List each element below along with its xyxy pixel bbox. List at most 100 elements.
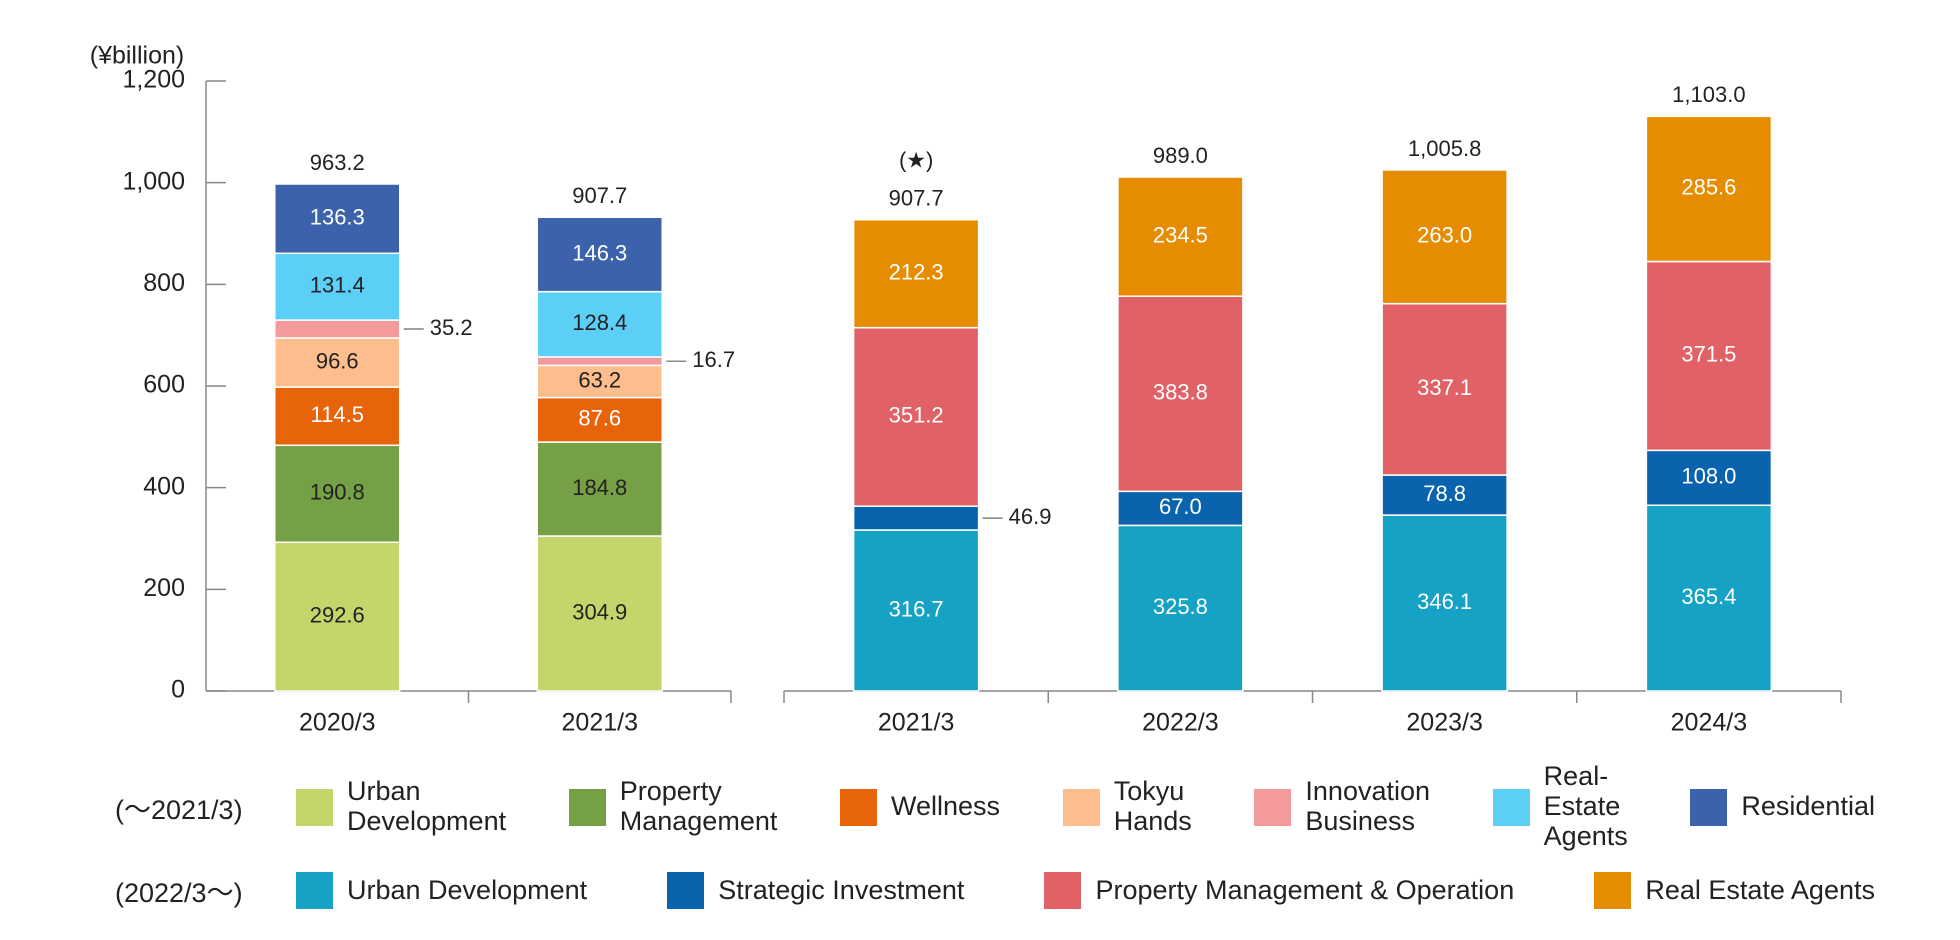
legend-swatch bbox=[1062, 788, 1100, 826]
value-label: 184.8 bbox=[572, 475, 627, 500]
legend-title: (2022/3～) bbox=[115, 877, 243, 908]
bar-segment bbox=[274, 444, 401, 544]
legend-item: Urban Development bbox=[296, 871, 588, 909]
bar-segment bbox=[1381, 302, 1508, 476]
bar-segment bbox=[536, 290, 663, 358]
total-label: 989.0 bbox=[1153, 143, 1208, 168]
value-label: 96.6 bbox=[316, 348, 359, 373]
legend-swatch bbox=[1594, 871, 1632, 909]
x-tick-label: 2023/3 bbox=[1406, 709, 1482, 737]
bar-segment bbox=[852, 505, 980, 531]
bar-segment bbox=[1645, 504, 1773, 692]
value-label: 78.8 bbox=[1423, 481, 1466, 506]
value-label: 108.0 bbox=[1681, 464, 1736, 489]
x-tick-label: 2021/3 bbox=[562, 709, 638, 737]
value-label: 263.0 bbox=[1417, 223, 1472, 248]
value-label: 337.1 bbox=[1417, 375, 1472, 400]
legend-swatch bbox=[1492, 788, 1530, 826]
y-axis-label: (¥billion) bbox=[90, 42, 184, 70]
chart: (¥billion) 0 200 400 600 800 1,000 1,200 2020/3… bbox=[90, 42, 1842, 737]
legend-label: Real Estate Agents bbox=[1645, 874, 1875, 905]
legend-item: Tokyu Hands bbox=[1062, 776, 1192, 836]
value-label: 146.3 bbox=[572, 240, 627, 265]
y-tick-label: 200 bbox=[143, 574, 185, 602]
bar-segment bbox=[536, 356, 663, 367]
legend-label: Real-Estate Agents bbox=[1543, 761, 1628, 851]
value-label: 63.2 bbox=[578, 367, 621, 392]
bar-segment bbox=[852, 218, 980, 329]
value-label: 285.6 bbox=[1681, 175, 1736, 200]
legend-item: Innovation Business bbox=[1254, 776, 1431, 836]
legend-label: Urban Development bbox=[347, 874, 588, 905]
bar-segment bbox=[1645, 115, 1773, 263]
legend-title: (～2021/3) bbox=[115, 794, 243, 825]
value-label: 35.2 bbox=[430, 315, 473, 340]
bar-segment bbox=[852, 529, 980, 692]
legend-item: Wellness bbox=[840, 788, 1000, 826]
value-label: 212.3 bbox=[889, 259, 944, 284]
value-label: 234.5 bbox=[1153, 222, 1208, 247]
x-tick-label: 2022/3 bbox=[1142, 709, 1218, 737]
legend-item: Property Management & Operation bbox=[1044, 871, 1515, 909]
total-label: 1,005.8 bbox=[1408, 136, 1481, 161]
value-label: 131.4 bbox=[310, 272, 365, 297]
bar-segment bbox=[1381, 514, 1508, 692]
value-label: 16.7 bbox=[692, 347, 735, 372]
bar-segment bbox=[536, 216, 663, 293]
bar-segment bbox=[1645, 260, 1773, 452]
legend: (～2021/3) Urban Development Property Mana… bbox=[115, 762, 1875, 851]
total-label: 907.7 bbox=[889, 186, 944, 211]
value-label: 304.9 bbox=[572, 599, 627, 624]
value-label: 46.9 bbox=[1009, 504, 1052, 529]
bar-segment bbox=[1117, 176, 1244, 297]
legend-item: Residential bbox=[1690, 788, 1875, 826]
bar-segment bbox=[274, 337, 401, 388]
bar-segment bbox=[1381, 169, 1508, 305]
bar-segment bbox=[536, 364, 663, 399]
value-label: 383.8 bbox=[1153, 380, 1208, 405]
bar-segment bbox=[274, 541, 401, 692]
legend-label: Property Management & Operation bbox=[1095, 874, 1515, 905]
legend-items: Urban Development Strategic Investment Pro… bbox=[296, 871, 1875, 909]
legend-item: Property Management bbox=[568, 776, 778, 836]
bar-segment bbox=[1117, 295, 1244, 493]
value-label: 67.0 bbox=[1159, 494, 1202, 519]
legend-swatch bbox=[1044, 871, 1082, 909]
legend-label: Property Management bbox=[619, 776, 778, 836]
value-label: 114.5 bbox=[311, 402, 364, 427]
value-label: 190.8 bbox=[310, 480, 365, 505]
y-tick-label: 1,000 bbox=[122, 167, 185, 195]
legend-swatch bbox=[568, 788, 606, 826]
legend-swatch bbox=[296, 788, 333, 826]
value-label: 351.2 bbox=[889, 403, 944, 428]
legend-swatch bbox=[1254, 788, 1292, 826]
value-label: 365.4 bbox=[1681, 584, 1736, 609]
legend-label: Strategic Investment bbox=[718, 874, 965, 905]
legend-label: Innovation Business bbox=[1305, 776, 1431, 836]
legend-swatch bbox=[1690, 788, 1728, 826]
total-label: 907.7 bbox=[572, 183, 627, 208]
bar-segment bbox=[274, 319, 401, 339]
x-tick-label: 2024/3 bbox=[1671, 709, 1747, 737]
legend-items: Urban Development Property Management Well… bbox=[296, 762, 1875, 851]
legend-label: Residential bbox=[1741, 791, 1875, 822]
legend-item: Real Estate Agents bbox=[1594, 871, 1875, 909]
y-tick-label: 0 bbox=[171, 676, 185, 704]
legend: (2022/3～) Urban Development Strategic Inv… bbox=[115, 870, 1875, 910]
legend-swatch bbox=[840, 788, 877, 826]
value-label: 128.4 bbox=[572, 310, 627, 335]
bar-segment bbox=[536, 441, 663, 537]
legend-item: Real-Estate Agents bbox=[1492, 761, 1628, 851]
x-tick-label: 2021/3 bbox=[878, 709, 954, 737]
value-label: 87.6 bbox=[578, 406, 621, 431]
y-tick-label: 400 bbox=[143, 472, 185, 500]
value-label: 316.7 bbox=[889, 596, 944, 621]
value-label: 325.8 bbox=[1153, 594, 1208, 619]
legend-label: Urban Development bbox=[347, 776, 507, 836]
y-tick-label: 600 bbox=[143, 371, 185, 399]
total-label: 1,103.0 bbox=[1672, 82, 1745, 107]
legend-swatch bbox=[296, 871, 333, 909]
value-label: 136.3 bbox=[310, 204, 365, 229]
bar-segment bbox=[536, 396, 663, 443]
